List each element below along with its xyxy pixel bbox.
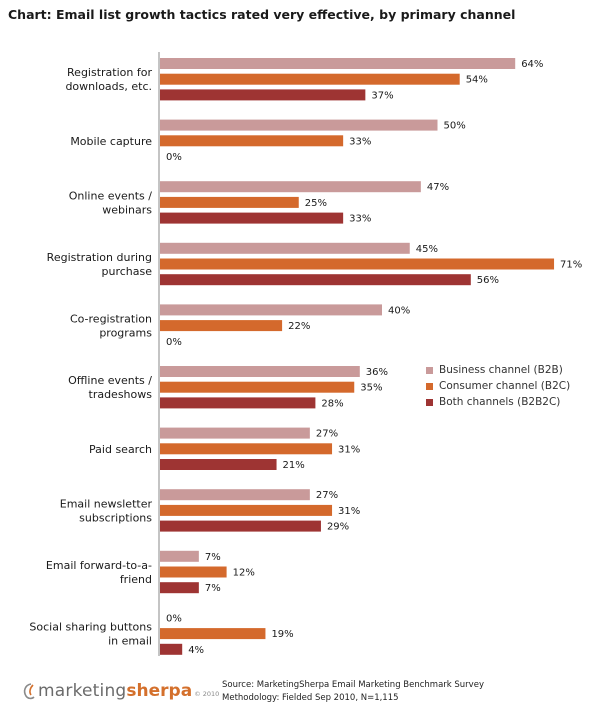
logo-text-marketing: marketing (38, 681, 127, 701)
source-note: Source: MarketingSherpa Email Marketing … (222, 679, 484, 705)
legend-item-b2b2c: Both channels (B2B2C) (426, 394, 570, 410)
value-label-both-channels-b2b2c-9: 4% (188, 645, 204, 656)
bar-consumer-channel-b2c-5 (160, 381, 355, 393)
value-label-consumer-channel-b2c-8: 12% (233, 568, 255, 579)
bar-business-channel-b2b-4 (160, 304, 382, 316)
value-label-business-channel-b2b-1: 50% (444, 121, 466, 132)
bar-both-channels-b2b2c-9 (160, 643, 183, 655)
legend-swatch-b2b (426, 366, 433, 374)
methodology-line: Methodology: Fielded Sep 2010, N=1,115 (222, 693, 399, 703)
value-label-business-channel-b2b-9: 0% (166, 613, 182, 624)
bar-consumer-channel-b2c-1 (160, 135, 344, 147)
value-label-both-channels-b2b2c-2: 33% (349, 214, 371, 225)
value-label-business-channel-b2b-3: 45% (416, 244, 438, 255)
bar-business-channel-b2b-5 (160, 366, 360, 377)
category-label-online-events-webinars: Online events / webinars (69, 189, 153, 216)
legend-swatch-b2b2c (426, 398, 433, 406)
bar-business-channel-b2b-7 (160, 489, 310, 501)
logo-text-sherpa: sherpa (126, 681, 193, 701)
bar-consumer-channel-b2c-0 (160, 73, 460, 85)
bar-consumer-channel-b2c-3 (160, 258, 555, 270)
category-label-mobile-capture: Mobile capture (70, 135, 152, 148)
value-label-consumer-channel-b2c-3: 71% (560, 260, 582, 271)
category-label-registration-during-purchase: Registration during purchase (47, 251, 153, 278)
value-label-consumer-channel-b2c-1: 33% (349, 136, 371, 147)
value-label-consumer-channel-b2c-7: 31% (338, 506, 360, 517)
source-line: Source: MarketingSherpa Email Marketing … (222, 680, 484, 690)
bar-consumer-channel-b2c-9 (160, 628, 266, 640)
value-label-business-channel-b2b-6: 27% (316, 429, 338, 440)
category-label-email-newsletter-subscriptions: Email newsletter subscriptions (60, 497, 153, 524)
category-label-paid-search: Paid search (89, 443, 152, 456)
value-label-business-channel-b2b-0: 64% (521, 59, 543, 70)
value-label-both-channels-b2b2c-1: 0% (166, 152, 182, 163)
value-label-both-channels-b2b2c-5: 28% (321, 398, 343, 409)
value-label-business-channel-b2b-8: 7% (205, 552, 221, 563)
bar-consumer-channel-b2c-8 (160, 566, 227, 578)
bar-both-channels-b2b2c-3 (160, 274, 471, 286)
legend-item-b2c: Consumer channel (B2C) (426, 378, 570, 394)
value-label-consumer-channel-b2c-5: 35% (360, 383, 382, 394)
bar-both-channels-b2b2c-7 (160, 520, 321, 532)
value-label-business-channel-b2b-2: 47% (427, 182, 449, 193)
bar-business-channel-b2b-1 (160, 119, 438, 131)
bar-both-channels-b2b2c-8 (160, 582, 199, 594)
category-label-co-registration-programs: Co-registration programs (70, 313, 152, 340)
logo-copyright: © 2010 (194, 690, 220, 698)
category-label-registration-for-downloads-etc: Registration for downloads, etc. (65, 66, 152, 93)
value-label-consumer-channel-b2c-4: 22% (288, 321, 310, 332)
category-label-email-forward-to-a-friend: Email forward-to-a-friend (46, 559, 152, 586)
bar-consumer-channel-b2c-7 (160, 504, 333, 516)
legend-label-b2b: Business channel (B2B) (439, 364, 563, 376)
value-label-both-channels-b2b2c-8: 7% (205, 583, 221, 594)
value-label-business-channel-b2b-4: 40% (388, 305, 410, 316)
bar-both-channels-b2b2c-6 (160, 459, 277, 470)
value-label-both-channels-b2b2c-0: 37% (371, 90, 393, 101)
value-label-consumer-channel-b2c-9: 19% (271, 629, 293, 640)
bar-both-channels-b2b2c-5 (160, 397, 316, 409)
value-label-consumer-channel-b2c-0: 54% (466, 75, 488, 86)
category-label-social-sharing-buttons-in-email: Social sharing buttons in email (29, 621, 152, 648)
logo-mark-icon (23, 683, 35, 700)
bar-business-channel-b2b-0 (160, 58, 516, 69)
value-label-business-channel-b2b-5: 36% (366, 367, 388, 378)
bar-consumer-channel-b2c-2 (160, 196, 299, 208)
chart-title: Chart: Email list growth tactics rated v… (8, 7, 516, 22)
bar-consumer-channel-b2c-4 (160, 320, 283, 332)
value-label-both-channels-b2b2c-6: 21% (283, 460, 305, 471)
bar-both-channels-b2b2c-2 (160, 212, 344, 224)
bar-both-channels-b2b2c-0 (160, 89, 366, 101)
legend-label-b2c: Consumer channel (B2C) (439, 380, 571, 392)
value-label-both-channels-b2b2c-7: 29% (327, 522, 349, 533)
legend: Business channel (B2B) Consumer channel … (426, 362, 570, 410)
value-label-business-channel-b2b-7: 27% (316, 490, 338, 501)
bar-business-channel-b2b-8 (160, 550, 199, 562)
bar-business-channel-b2b-6 (160, 427, 310, 439)
bar-consumer-channel-b2c-6 (160, 443, 333, 455)
value-label-both-channels-b2b2c-4: 0% (166, 337, 182, 348)
legend-item-b2b: Business channel (B2B) (426, 362, 570, 378)
marketingsherpa-logo: marketing sherpa © 2010 (22, 681, 219, 701)
legend-swatch-b2c (426, 382, 433, 390)
bar-business-channel-b2b-2 (160, 181, 421, 193)
value-label-consumer-channel-b2c-2: 25% (305, 198, 327, 209)
bar-business-channel-b2b-3 (160, 242, 410, 254)
category-label-offline-events-tradeshows: Offline events / tradeshows (68, 374, 152, 401)
value-label-both-channels-b2b2c-3: 56% (477, 275, 499, 286)
value-label-consumer-channel-b2c-6: 31% (338, 444, 360, 455)
legend-label-b2b2c: Both channels (B2B2C) (439, 396, 561, 408)
